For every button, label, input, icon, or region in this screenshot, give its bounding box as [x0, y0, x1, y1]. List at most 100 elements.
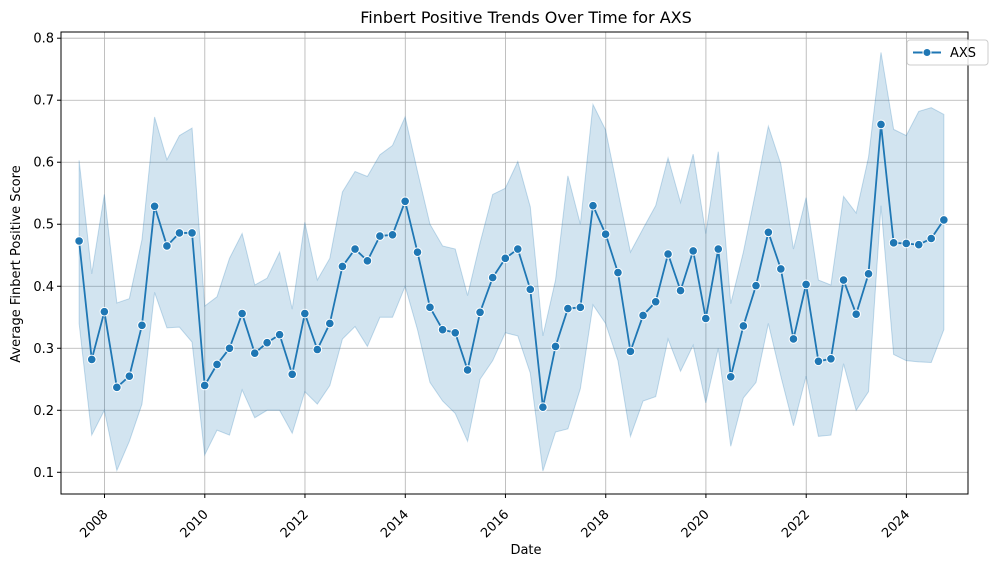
data-point	[400, 196, 410, 207]
data-point	[199, 380, 210, 391]
confidence-band	[78, 52, 945, 473]
data-point	[300, 308, 310, 319]
data-point	[926, 233, 937, 244]
data-point	[901, 238, 912, 249]
y-axis-ticks: 0.1 0.2 0.3 0.4 0.5 0.6 0.7 0.8	[33, 32, 61, 481]
y-tick-label: 0.7	[33, 94, 54, 109]
data-point	[776, 264, 786, 274]
x-axis-ticks: 2008 2010 2012 2014 2016 2018 2020 2022 2024	[77, 494, 913, 541]
data-point	[224, 343, 235, 354]
x-tick-label: 2018	[579, 507, 613, 541]
data-point	[149, 201, 160, 212]
data-point	[638, 310, 648, 321]
data-point	[851, 309, 861, 319]
data-point	[713, 244, 724, 254]
y-tick-label: 0.8	[33, 32, 54, 47]
data-point	[725, 371, 736, 382]
y-tick-label: 0.3	[33, 342, 54, 357]
data-point	[350, 244, 360, 254]
data-point	[588, 200, 598, 211]
x-axis-label: Date	[510, 543, 541, 558]
data-point	[74, 236, 84, 246]
data-point	[538, 402, 548, 412]
data-point	[826, 354, 836, 364]
data-point	[888, 238, 899, 248]
data-point	[675, 285, 686, 296]
data-point	[939, 215, 949, 225]
y-tick-label: 0.5	[33, 218, 54, 233]
plot-frame	[60, 31, 969, 495]
data-point	[876, 119, 886, 130]
series-markers-layer	[74, 119, 949, 412]
legend: AXS	[906, 39, 989, 66]
data-point	[700, 313, 711, 324]
x-tick-label: 2008	[77, 507, 111, 541]
data-point	[763, 227, 774, 238]
data-point	[212, 359, 222, 370]
x-tick-label: 2020	[679, 507, 713, 541]
data-point	[162, 241, 172, 251]
data-point	[500, 253, 511, 264]
data-point	[751, 280, 761, 291]
x-tick-label: 2014	[378, 507, 412, 541]
data-point	[913, 239, 924, 250]
data-point	[625, 346, 636, 357]
data-point	[600, 229, 611, 239]
y-tick-label: 0.2	[33, 404, 54, 419]
data-point	[425, 302, 435, 313]
data-point	[563, 303, 573, 314]
x-tick-label: 2022	[779, 507, 813, 541]
data-point	[112, 382, 122, 393]
legend-label-axs: AXS	[950, 46, 976, 61]
data-point	[462, 365, 473, 375]
data-point	[174, 228, 185, 238]
chart-title: Finbert Positive Trends Over Time for AX…	[360, 8, 692, 27]
data-point	[312, 344, 323, 355]
y-tick-label: 0.1	[33, 466, 54, 481]
data-point	[650, 296, 661, 307]
x-tick-label: 2024	[879, 507, 913, 541]
data-point	[337, 261, 348, 272]
x-tick-label: 2012	[278, 507, 312, 541]
x-tick-label: 2016	[478, 507, 512, 541]
data-point	[99, 306, 110, 317]
data-point	[813, 356, 824, 367]
data-point	[550, 341, 561, 352]
data-point	[788, 334, 799, 344]
data-point	[863, 269, 874, 279]
data-point	[738, 321, 749, 331]
data-point	[124, 371, 135, 381]
legend-box	[906, 39, 989, 66]
series-line-axs	[78, 123, 945, 409]
data-point	[375, 231, 385, 241]
data-point	[487, 272, 498, 283]
data-point	[237, 308, 247, 319]
data-point	[450, 327, 461, 338]
y-axis-label: Average Finbert Positive Score	[9, 165, 24, 362]
data-point	[387, 229, 398, 240]
y-tick-label: 0.6	[33, 156, 54, 171]
data-point	[249, 348, 260, 359]
legend-marker-swatch	[922, 48, 932, 57]
data-point	[412, 247, 423, 257]
data-point	[613, 267, 623, 278]
data-point	[801, 279, 811, 290]
data-point	[187, 228, 197, 238]
data-point	[838, 275, 849, 285]
data-point	[525, 284, 536, 295]
data-point	[362, 256, 373, 266]
data-point	[137, 320, 147, 331]
data-point	[575, 302, 586, 313]
data-point	[287, 369, 298, 380]
confidence-band-layer	[78, 52, 945, 473]
data-point	[86, 354, 97, 365]
data-point	[688, 246, 698, 256]
data-point	[437, 324, 448, 335]
data-point	[325, 318, 335, 329]
data-point	[274, 329, 285, 340]
data-point	[512, 244, 523, 254]
data-point	[262, 337, 272, 348]
x-tick-label: 2010	[178, 507, 212, 541]
